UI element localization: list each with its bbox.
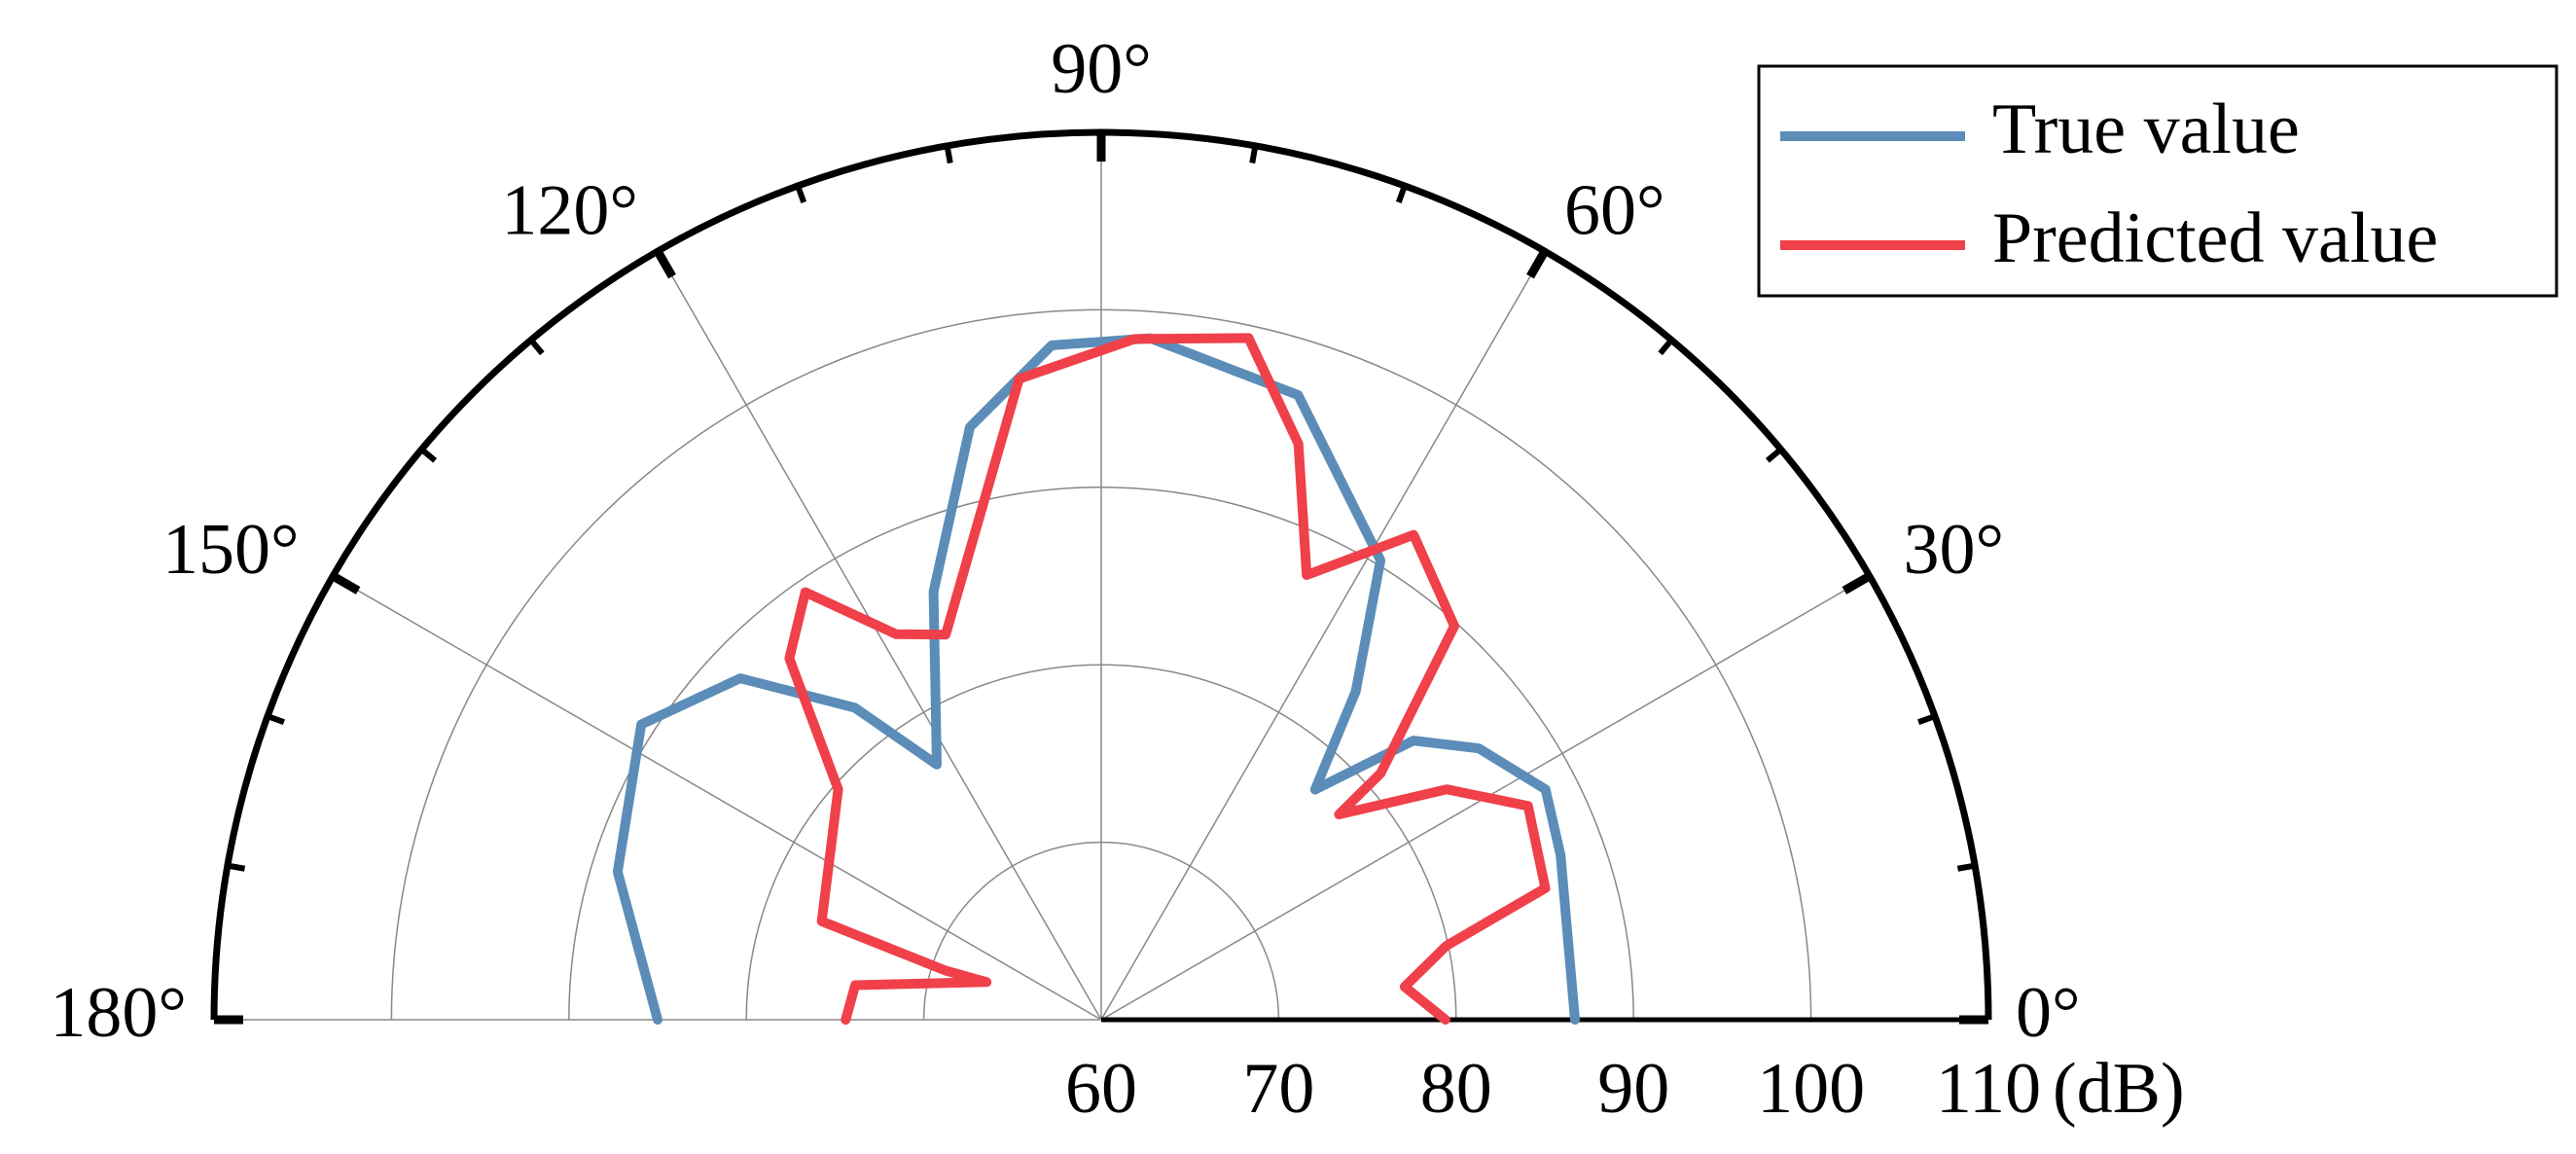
grid-line <box>657 250 1102 1021</box>
grid-line <box>332 575 1102 1021</box>
theta-tick-label: 30° <box>1903 510 2004 590</box>
r-tick-label: 100 <box>1757 1049 1865 1129</box>
legend-box <box>1757 64 2558 298</box>
theta-tick <box>330 572 361 595</box>
theta-tick-label: 60° <box>1564 171 1665 251</box>
r-tick-label: 60 <box>1065 1049 1137 1129</box>
r-unit-label: (dB) <box>2053 1049 2185 1129</box>
outer-axis <box>210 128 1992 1021</box>
legend-label: True value <box>1992 90 2300 169</box>
r-tick-label: 110 <box>1936 1049 2041 1129</box>
series-line <box>784 333 1551 1025</box>
theta-tick-label: 0° <box>2016 973 2081 1053</box>
r-tick-label: 90 <box>1597 1049 1669 1129</box>
grid-line <box>1100 250 1546 1021</box>
theta-tick-label: 90° <box>1051 29 1152 109</box>
theta-tick-label: 180° <box>50 973 187 1053</box>
theta-tick <box>1842 572 1873 595</box>
theta-tick <box>1526 248 1549 279</box>
theta-tick-label: 150° <box>162 510 300 590</box>
legend-label: Predicted value <box>1992 198 2438 278</box>
r-tick-label: 80 <box>1420 1049 1492 1129</box>
r-tick-label: 70 <box>1242 1049 1314 1129</box>
theta-tick <box>654 248 676 279</box>
theta-tick-label: 120° <box>501 171 638 251</box>
